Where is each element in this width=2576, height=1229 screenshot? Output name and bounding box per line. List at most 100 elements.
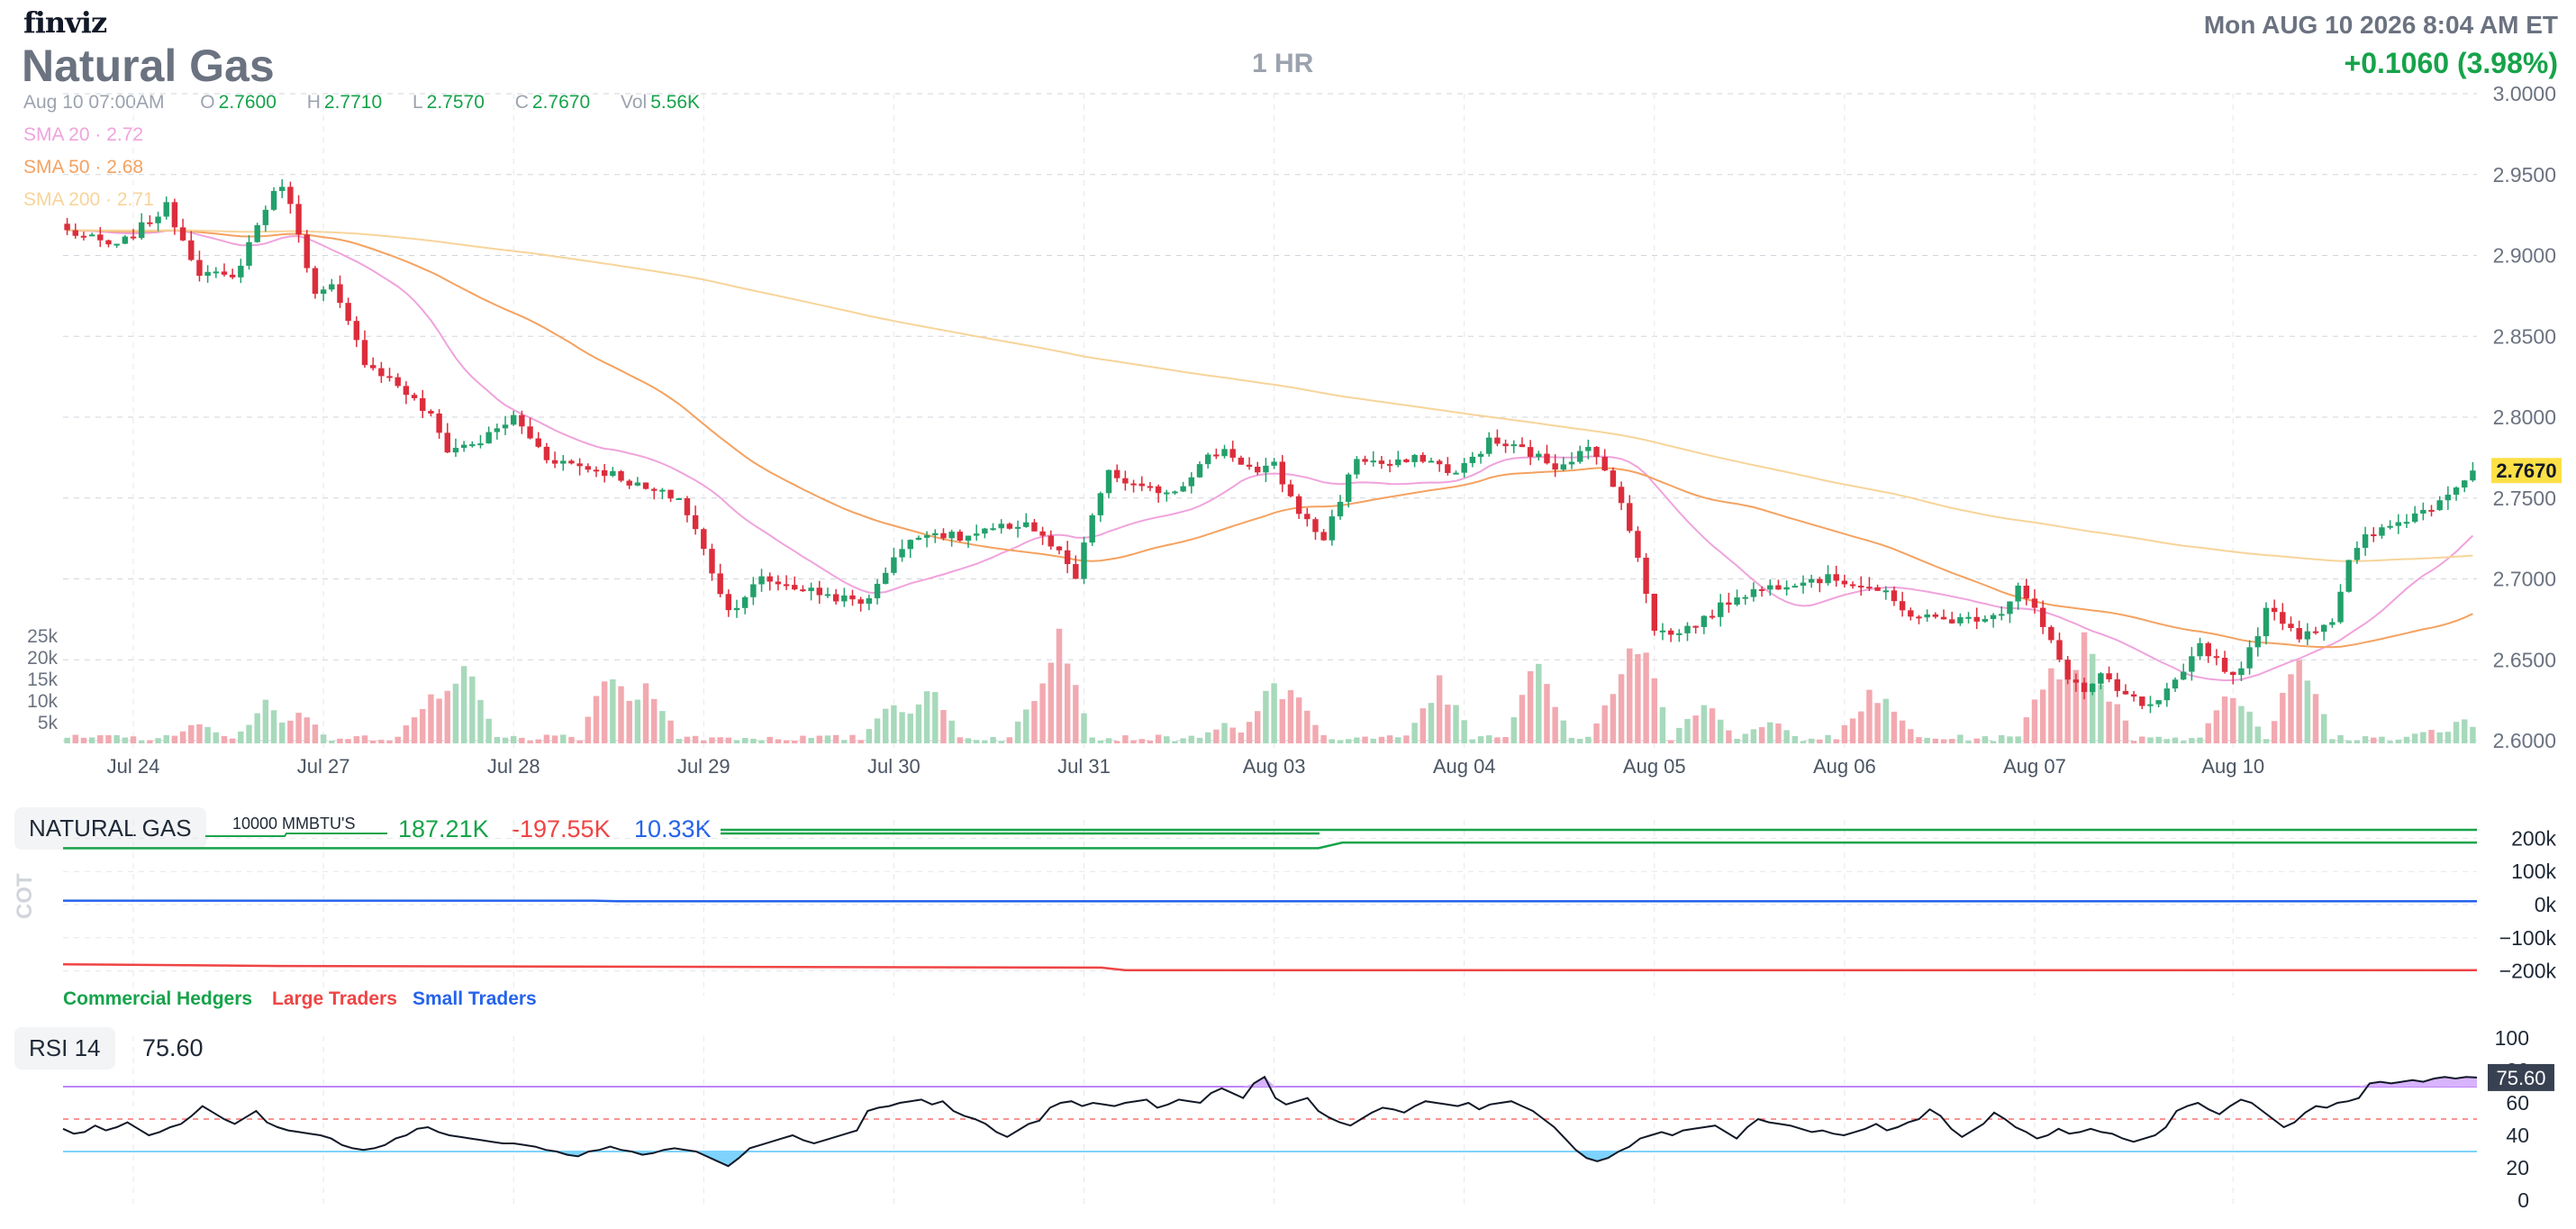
candle-body [1734, 597, 1740, 605]
price-tick-label: 2.8000 [2493, 405, 2556, 429]
candle-body [1295, 496, 1302, 514]
volume-bar [2023, 717, 2030, 743]
volume-bar [2197, 737, 2203, 743]
candle-body [1758, 588, 1765, 591]
candle-body [576, 463, 583, 467]
candle-body [1866, 587, 1873, 589]
volume-bar [998, 741, 1004, 743]
candle-body [420, 397, 426, 412]
volume-bar [64, 737, 70, 743]
candle-body [1039, 531, 1046, 536]
rsi-indicator-label[interactable]: RSI 14 [14, 1027, 115, 1070]
candle-body [444, 432, 450, 453]
volume-bar [80, 737, 87, 743]
candle-body [1180, 486, 1186, 492]
candle-body [196, 259, 203, 277]
volume-bar [1519, 695, 1526, 743]
volume-bar [1411, 723, 1418, 743]
sma20-label[interactable]: SMA 20 · 2.72 [23, 124, 144, 145]
cot-indicator-label[interactable]: NATURAL GAS [14, 807, 206, 850]
candle-body [1105, 469, 1112, 494]
volume-bar [2354, 740, 2361, 743]
sma50-line [67, 229, 2473, 649]
volume-bar [2189, 738, 2195, 743]
candle-body [1073, 564, 1079, 579]
volume-bar [915, 704, 922, 743]
candle-body [64, 223, 70, 231]
candle-body [2254, 636, 2261, 648]
candle-body [1204, 454, 1211, 465]
candle-body [72, 230, 78, 236]
volume-bar [1477, 736, 1484, 743]
volume-bar [428, 694, 434, 743]
volume-bar [2221, 696, 2228, 743]
candle-body [832, 594, 839, 602]
volume-bar [766, 736, 773, 743]
cot-tick-label: −200k [2499, 960, 2557, 983]
cot-lines [62, 828, 2477, 971]
candle-body [2411, 513, 2418, 523]
volume-bar [2056, 679, 2063, 743]
volume-bar [477, 699, 484, 743]
candle-body [312, 268, 319, 295]
candle-body [1089, 514, 1095, 543]
candle-body [1403, 459, 1410, 462]
volume-tick-label: 25k [27, 626, 58, 647]
candle-body [1742, 596, 1748, 599]
volume-bar [659, 711, 666, 743]
volume-bar [295, 713, 302, 743]
candle-body [676, 497, 682, 500]
datetime-label: Mon AUG 10 2026 8:04 AM ET [2203, 11, 2558, 39]
volume-bar [717, 737, 723, 743]
candlesticks[interactable] [64, 178, 2476, 714]
candle-body [2296, 628, 2302, 640]
candle-body [1436, 460, 1443, 465]
candle-body [618, 470, 624, 481]
volume-bar [320, 734, 327, 743]
volume-bar [238, 731, 244, 743]
candle-body [1891, 590, 1898, 602]
cot-tick-label: 0k [2535, 893, 2557, 916]
candle-body [1717, 602, 1724, 617]
candle-body [1048, 535, 1054, 547]
volume-bar [1271, 683, 1277, 743]
volume-bar [444, 690, 450, 743]
volume-bar [1734, 738, 1740, 743]
legend-commercial-hedgers: Commercial Hedgers [63, 988, 253, 1009]
rsi-tick-label: 0 [2517, 1188, 2529, 1212]
volume-bar [2007, 736, 2013, 743]
volume-bar [1982, 736, 1989, 743]
rsi-tick-label: 100 [2495, 1026, 2529, 1050]
timeframe-label[interactable]: 1 HR [1252, 49, 1314, 78]
volume-bar [2139, 736, 2145, 743]
sma50-label[interactable]: SMA 50 · 2.68 [23, 157, 144, 178]
volume-bar [411, 717, 418, 743]
volume-bar [1329, 739, 1336, 743]
volume-bar [1039, 683, 1046, 743]
candle-body [2189, 656, 2195, 672]
candle-body [1684, 625, 1691, 633]
volume-bar [1196, 737, 1203, 743]
volume-bar [576, 740, 583, 743]
candle-body [2379, 527, 2385, 536]
candle-body [891, 557, 897, 573]
candle-body [1081, 542, 1087, 579]
candle-body [395, 377, 401, 387]
candle-body [1817, 578, 1823, 584]
candle-body [155, 216, 161, 223]
candle-body [642, 482, 649, 489]
finviz-logo[interactable]: finviz [23, 5, 107, 40]
candle-body [634, 482, 641, 486]
candle-body [1692, 625, 1699, 628]
sma200-label[interactable]: SMA 200 · 2.71 [23, 189, 154, 210]
volume-bar [147, 740, 153, 743]
volume-bar [2288, 674, 2294, 743]
volume-bar [519, 737, 525, 743]
candle-body [527, 426, 533, 439]
candle-body [1510, 444, 1517, 447]
candle-body [246, 241, 252, 266]
volume-bar [510, 735, 517, 743]
volume-bar [1138, 739, 1145, 743]
candle-body [1585, 447, 1592, 451]
